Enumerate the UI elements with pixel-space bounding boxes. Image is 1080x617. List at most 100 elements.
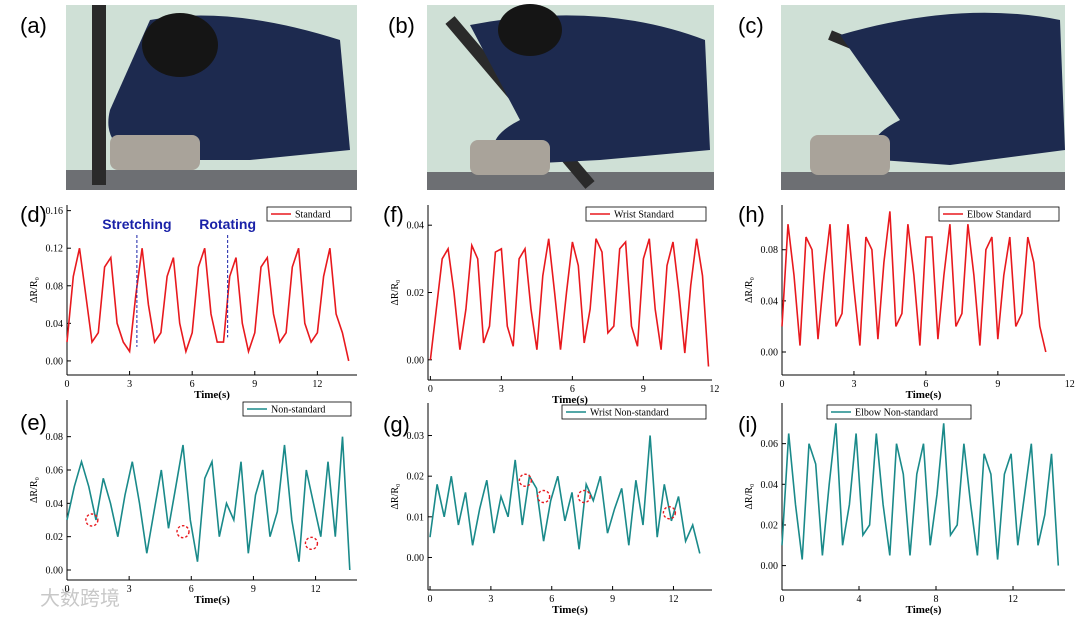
legend-label: Standard: [295, 210, 331, 221]
x-tick-label: 12: [668, 594, 678, 605]
photo-b: [427, 4, 714, 190]
y-tick-label: 0.04: [46, 499, 64, 510]
x-tick-label: 3: [499, 384, 504, 395]
y-tick-label: 0.00: [407, 553, 425, 564]
x-tick-label: 6: [570, 384, 575, 395]
panel-label: (b): [388, 13, 415, 38]
y-tick-label: 0.00: [761, 561, 779, 572]
x-axis-label: Time(s): [906, 604, 942, 616]
data-line: [66, 436, 351, 571]
annotation: Stretching: [102, 216, 171, 232]
panel-label: (i): [738, 412, 758, 437]
highlight-circle: [304, 536, 319, 551]
x-tick-label: 3: [488, 594, 493, 605]
x-tick-label: 6: [923, 379, 928, 390]
y-tick-label: 0.01: [407, 512, 425, 523]
y-tick-label: 0.02: [407, 288, 425, 299]
data-line: [429, 238, 710, 367]
y-tick-label: 0.00: [46, 356, 64, 367]
legend-label: Elbow Standard: [967, 210, 1031, 221]
y-tick-label: 0.08: [761, 245, 779, 256]
y-tick-label: 0.03: [407, 431, 425, 442]
legend-label: Wrist Standard: [614, 210, 674, 221]
x-tick-label: 6: [190, 379, 195, 390]
panel-label: (d): [20, 202, 47, 227]
y-tick-label: 0.06: [46, 466, 64, 477]
photo-c: [781, 5, 1065, 190]
data-line: [781, 211, 1047, 353]
legend-label: Non-standard: [271, 405, 325, 416]
x-tick-label: 12: [1008, 594, 1018, 605]
y-tick-label: 0.02: [46, 532, 64, 543]
x-tick-label: 0: [428, 594, 433, 605]
x-tick-label: 3: [851, 379, 856, 390]
legend-box: [266, 206, 352, 222]
x-tick-label: 9: [610, 594, 615, 605]
data-line: [781, 423, 1060, 566]
x-tick-label: 9: [995, 379, 1000, 390]
chart: (d) 0.00 0.04 0.08 0.12 0.16 0 3 6 9 12 Time(s) ΔR/R…: [20, 202, 357, 401]
x-tick-label: 3: [127, 584, 132, 595]
x-tick-label: 12: [1065, 379, 1075, 390]
x-axis-label: Time(s): [552, 394, 588, 406]
y-tick-label: 0.04: [761, 296, 779, 307]
y-tick-label: 0.02: [407, 472, 425, 483]
y-axis-label: ΔR/R₀: [744, 276, 755, 303]
x-tick-label: 0: [65, 379, 70, 390]
x-tick-label: 12: [312, 379, 322, 390]
y-axis-label: ΔR/R₀: [390, 279, 401, 306]
y-tick-label: 0.06: [761, 439, 779, 450]
highlight-circle: [518, 473, 533, 487]
photo-a: [66, 5, 357, 190]
y-axis-label: ΔR/R₀: [390, 483, 401, 510]
legend-label: Wrist Non-standard: [590, 408, 669, 419]
x-tick-label: 3: [127, 379, 132, 390]
legend-box: [938, 206, 1060, 222]
x-tick-label: 0: [780, 379, 785, 390]
x-tick-label: 9: [251, 584, 256, 595]
highlight-circle: [662, 506, 677, 520]
x-axis-label: Time(s): [194, 389, 230, 401]
legend-box: [242, 401, 352, 417]
y-axis-label: ΔR/R₀: [744, 483, 755, 510]
panel-label: (c): [738, 13, 764, 38]
chart: (g) 0.00 0.01 0.02 0.03 0 3 6 9 12 Time(s) ΔR/R₀ Wri…: [383, 403, 712, 616]
data-line: [66, 247, 350, 362]
chart: (i) 0.00 0.02 0.04 0.06 0 4 8 12 Time(s) ΔR/R₀ Elbo…: [738, 403, 1065, 616]
panel-label: (g): [383, 412, 410, 437]
y-axis-label: ΔR/R₀: [29, 476, 40, 503]
highlight-circle: [536, 489, 551, 504]
y-tick-label: 0.00: [46, 566, 64, 577]
x-tick-label: 12: [311, 584, 321, 595]
data-line: [429, 435, 701, 554]
panel-label: (h): [738, 202, 765, 227]
x-tick-label: 0: [780, 594, 785, 605]
x-tick-label: 12: [709, 384, 719, 395]
legend-box: [561, 404, 707, 420]
legend-box: [585, 206, 707, 222]
x-axis-label: Time(s): [194, 594, 230, 606]
y-tick-label: 0.12: [46, 244, 64, 255]
y-tick-label: 0.04: [761, 480, 779, 491]
highlight-circle: [85, 513, 99, 527]
x-tick-label: 9: [641, 384, 646, 395]
legend-box: [826, 404, 972, 420]
y-tick-label: 0.08: [46, 432, 64, 443]
x-tick-label: 4: [857, 594, 862, 605]
x-tick-label: 0: [428, 384, 433, 395]
x-tick-label: 6: [189, 584, 194, 595]
y-tick-label: 0.04: [46, 319, 64, 330]
x-tick-label: 8: [934, 594, 939, 605]
y-tick-label: 0.00: [761, 347, 779, 358]
highlight-circle: [577, 489, 591, 504]
watermark: 大数跨境: [40, 586, 120, 610]
highlight-circle: [176, 524, 190, 539]
y-tick-label: 0.00: [407, 355, 425, 366]
chart: (h) 0.00 0.04 0.08 0 3 6 9 12 Time(s) ΔR/R₀ Elbow S…: [738, 202, 1075, 401]
panel-label: (f): [383, 202, 404, 227]
legend-label: Elbow Non-standard: [855, 408, 938, 419]
y-tick-label: 0.08: [46, 281, 64, 292]
x-tick-label: 0: [65, 584, 70, 595]
chart: (e) 0.00 0.02 0.04 0.06 0.08 0 3 6 9 12 Time(s) ΔR/R…: [20, 400, 357, 606]
